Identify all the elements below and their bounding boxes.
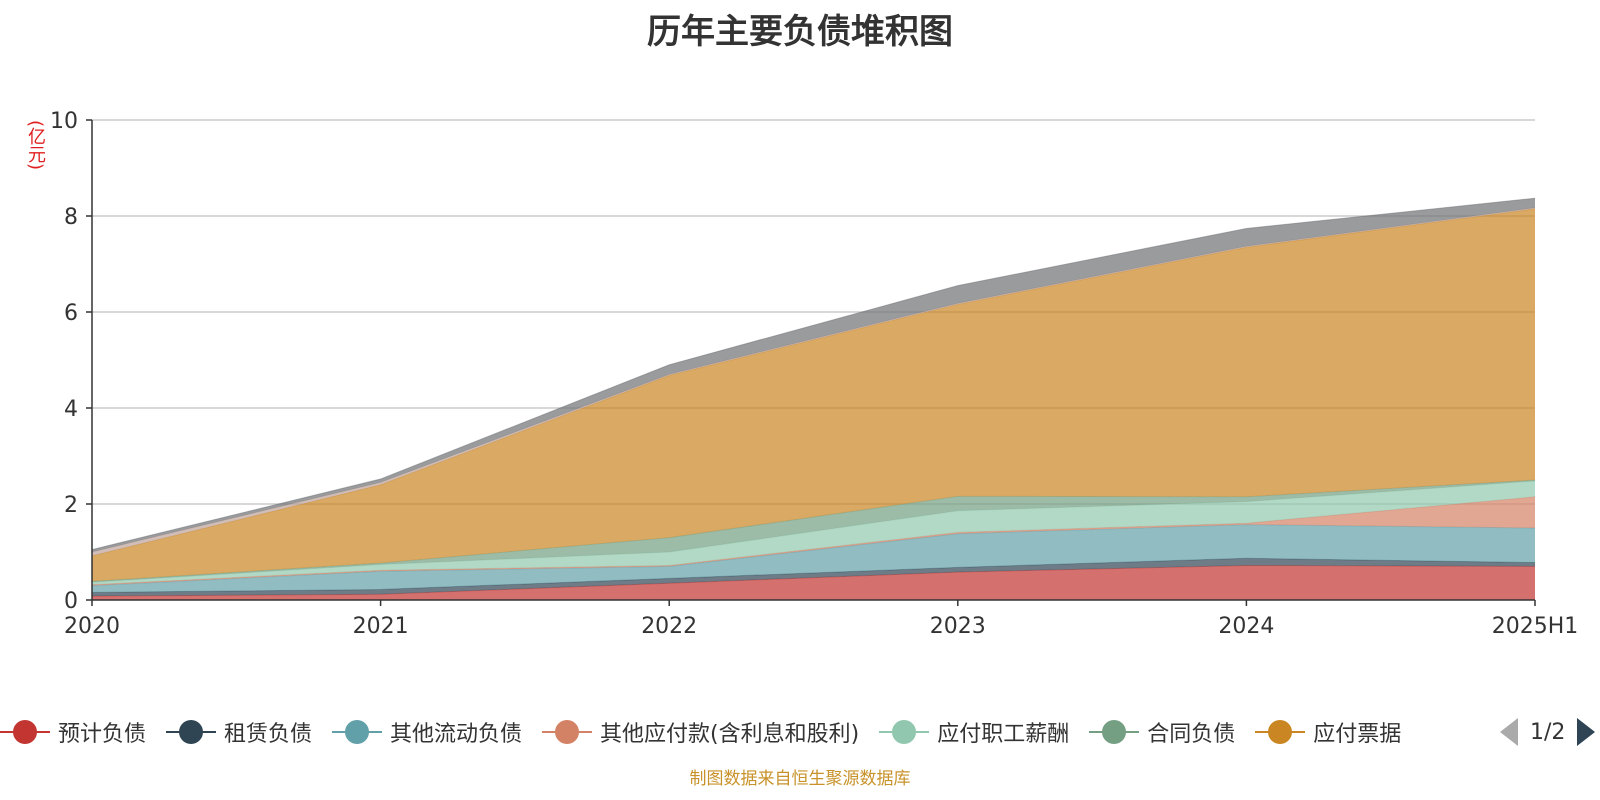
legend-label: 其他流动负债	[390, 722, 523, 747]
area-chart: 0 2 4 6 8 10 2020 2021 2022 2023 2024 2025H1	[50, 109, 1579, 639]
area-series-0	[92, 565, 1535, 600]
legend-item[interactable]: 合同负债	[1089, 712, 1235, 752]
legend-marker-icon	[542, 720, 593, 744]
legend-item[interactable]: 其他流动负债	[332, 712, 522, 752]
legend-pager: 1/2	[1500, 712, 1596, 752]
chart-title: 历年主要负债堆积图	[647, 12, 953, 52]
legend-marker-icon	[332, 720, 383, 744]
x-tick-label: 2023	[930, 614, 986, 639]
legend-item[interactable]: 其他应付款(含利息和股利)	[542, 712, 859, 752]
area-series-6	[92, 208, 1535, 582]
y-tick-label: 2	[64, 493, 78, 518]
legend-marker-icon	[1255, 720, 1306, 744]
x-tick-label: 2022	[641, 614, 697, 639]
area-series-4	[92, 480, 1535, 585]
legend: 预计负债 租赁负债 其他流动负债 其他应付款(含利息和股利) 应付职工薪酬 合同负债 应付票…	[0, 712, 1600, 752]
legend-next-icon[interactable]	[1577, 718, 1596, 746]
legend-marker-icon	[1089, 720, 1140, 744]
y-tick-label: 0	[64, 589, 78, 614]
legend-label: 应付票据	[1313, 722, 1402, 747]
legend-items: 预计负债 租赁负债 其他流动负债 其他应付款(含利息和股利) 应付职工薪酬 合同负债 应付票…	[0, 712, 1480, 752]
area-series-2	[92, 524, 1535, 593]
legend-label: 预计负债	[58, 722, 147, 747]
legend-item[interactable]: 应付职工薪酬	[879, 712, 1069, 752]
legend-item[interactable]: 应付票据	[1255, 712, 1401, 752]
data-source-note: 制图数据来自恒生聚源数据库	[689, 769, 911, 789]
legend-marker-icon	[166, 720, 217, 744]
legend-prev-icon[interactable]	[1500, 718, 1518, 746]
area-series-line-5	[91, 479, 1536, 582]
legend-item[interactable]: 租赁负债	[166, 712, 312, 752]
y-tick-label: 8	[64, 205, 78, 230]
y-axis-unit: (亿元)	[25, 120, 46, 171]
x-tick-label: 2021	[353, 614, 409, 639]
y-tick-label: 4	[64, 397, 78, 422]
y-tick-label: 6	[64, 301, 78, 326]
legend-label: 租赁负债	[224, 722, 313, 747]
legend-marker-icon	[0, 720, 50, 744]
legend-page-indicator: 1/2	[1530, 719, 1566, 745]
x-tick-label: 2025H1	[1492, 614, 1579, 639]
legend-marker-icon	[879, 720, 930, 744]
y-tick-label: 10	[50, 109, 78, 134]
legend-label: 其他应付款(含利息和股利)	[600, 722, 860, 747]
legend-item[interactable]: 预计负债	[0, 712, 146, 752]
legend-label: 应付职工薪酬	[937, 722, 1070, 747]
area-series-line-8	[91, 197, 1536, 551]
area-series-8	[92, 198, 1535, 553]
area-series-1	[92, 558, 1535, 597]
x-tick-label: 2024	[1218, 614, 1274, 639]
x-tick-label: 2020	[64, 614, 120, 639]
legend-label: 合同负债	[1147, 722, 1236, 747]
